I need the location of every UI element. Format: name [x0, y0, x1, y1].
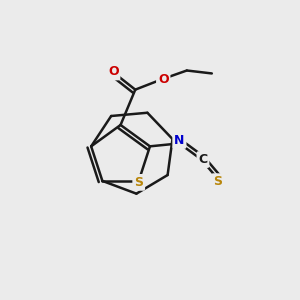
Text: O: O — [108, 65, 119, 79]
Text: C: C — [198, 153, 208, 166]
Text: S: S — [213, 175, 222, 188]
Text: N: N — [174, 134, 184, 147]
Text: O: O — [158, 73, 169, 86]
Text: S: S — [134, 176, 143, 189]
